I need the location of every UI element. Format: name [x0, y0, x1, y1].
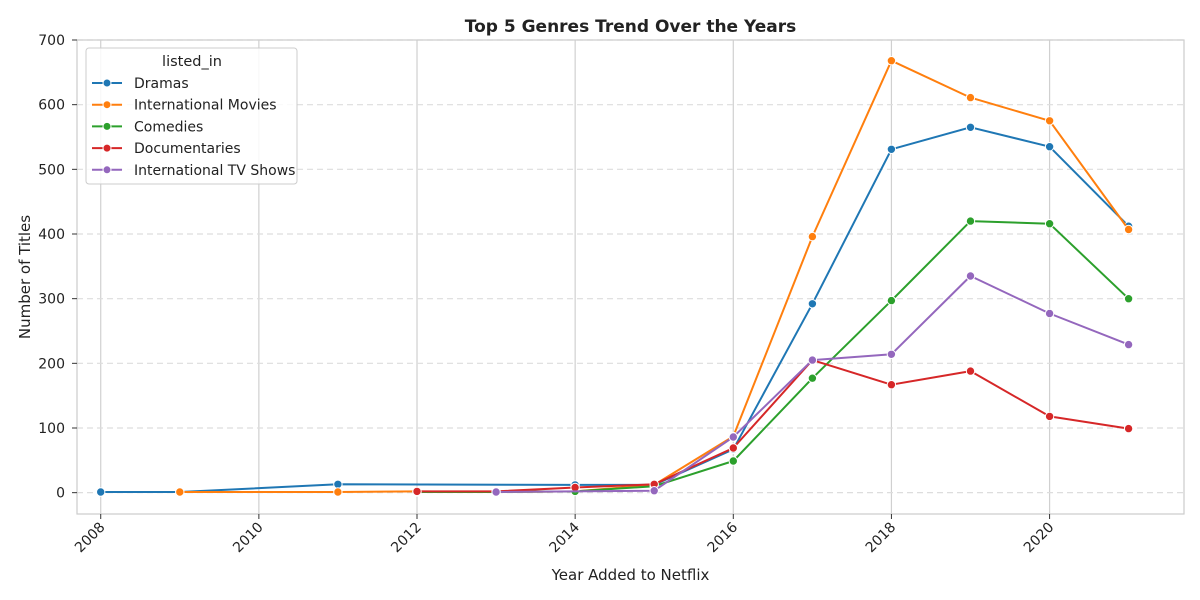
legend-swatch-marker: [102, 143, 112, 153]
legend-swatch-marker: [102, 121, 112, 131]
data-point: [1123, 339, 1134, 350]
data-point: [886, 295, 897, 306]
legend-label: International Movies: [134, 98, 277, 114]
data-point: [886, 380, 897, 390]
y-tick-label: 600: [38, 98, 65, 114]
series-international-tv-shows: [491, 271, 1134, 497]
data-point: [807, 299, 818, 309]
data-point: [965, 216, 976, 226]
legend-swatch-marker: [102, 100, 112, 110]
data-point: [491, 487, 501, 497]
legend-box: [85, 47, 298, 185]
y-axis-label: Number of Titles: [16, 215, 34, 339]
legend-item: Comedies: [92, 119, 203, 135]
legend-swatch-marker: [102, 78, 112, 88]
chart-title: Top 5 Genres Trend Over the Years: [465, 17, 797, 37]
x-axis-label: Year Added to Netflix: [551, 566, 710, 584]
data-point: [886, 144, 897, 155]
data-point: [1044, 142, 1055, 152]
data-point: [1123, 294, 1134, 304]
data-point: [807, 373, 818, 383]
legend-label: Comedies: [134, 119, 203, 135]
legend-label: Dramas: [134, 76, 189, 92]
data-point: [333, 487, 343, 497]
data-point: [807, 355, 818, 365]
legend-item: Documentaries: [92, 141, 241, 157]
data-point: [965, 366, 976, 376]
data-point: [175, 487, 185, 497]
data-point: [333, 479, 343, 489]
series-group: [96, 56, 1134, 497]
y-tick-label: 0: [56, 486, 65, 502]
y-tick-label: 200: [38, 356, 65, 372]
data-point: [1044, 411, 1055, 422]
data-point: [886, 349, 897, 359]
data-point: [728, 456, 738, 466]
legend: listed_in Dramas International Movies Come…: [85, 47, 298, 185]
data-point: [1123, 423, 1134, 434]
y-tick-label: 700: [38, 33, 65, 49]
data-point: [965, 271, 976, 281]
legend-item: Dramas: [92, 76, 189, 92]
data-point: [1123, 224, 1134, 235]
series-line: [179, 59, 1130, 493]
legend-item: International TV Shows: [92, 163, 295, 179]
data-point: [96, 487, 106, 497]
legend-item: International Movies: [92, 98, 277, 114]
data-point: [807, 231, 818, 242]
data-point: [728, 432, 738, 442]
legend-label: Documentaries: [134, 141, 241, 157]
data-point: [965, 92, 976, 103]
data-point: [412, 486, 422, 497]
data-point: [649, 486, 659, 496]
legend-title: listed_in: [162, 54, 222, 70]
y-tick-label: 400: [38, 227, 65, 243]
series-line: [417, 359, 1129, 493]
y-tick-label: 100: [38, 421, 65, 437]
legend-swatch-marker: [102, 165, 112, 175]
plot-frame: [76, 39, 1185, 515]
data-point: [1044, 116, 1055, 126]
data-point: [1044, 308, 1055, 319]
data-point: [886, 56, 897, 66]
data-point: [965, 122, 976, 133]
y-tick-label: 300: [38, 292, 65, 308]
data-point: [728, 443, 738, 453]
legend-label: International TV Shows: [134, 163, 295, 179]
y-tick-label: 500: [38, 162, 65, 178]
series-line: [496, 275, 1129, 493]
data-point: [1044, 219, 1055, 229]
